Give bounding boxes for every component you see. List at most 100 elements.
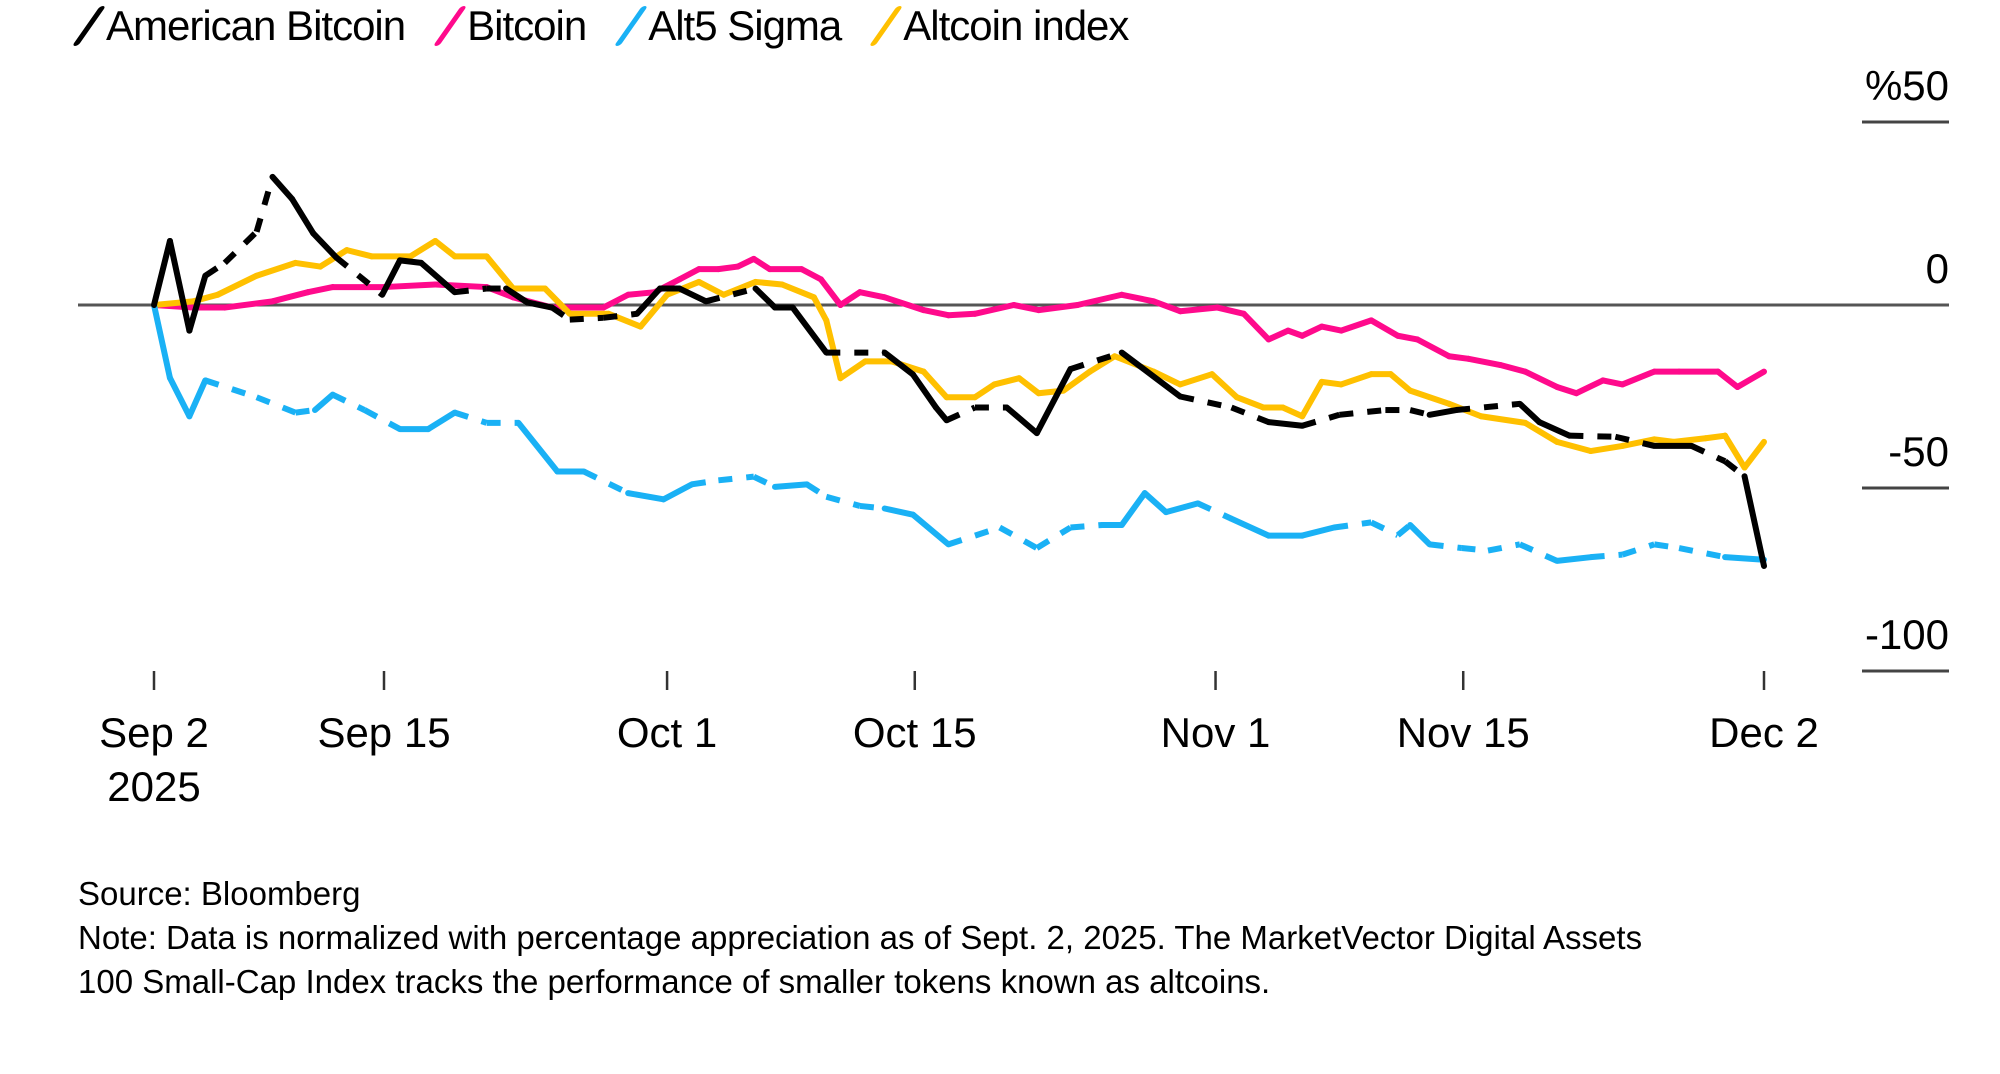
- legend-label: Bitcoin: [467, 2, 587, 49]
- line-segment: [1233, 394, 1267, 411]
- line-segment: [837, 289, 863, 308]
- line-segment: [1118, 291, 1157, 305]
- chart-footer: Source: Bloomberg Note: Data is normaliz…: [78, 872, 1642, 1004]
- x-tick-label: Oct 1: [617, 709, 717, 756]
- y-tick-label: -100: [1865, 611, 1949, 658]
- line-segment: [1209, 371, 1240, 401]
- y-tick-label: %50: [1865, 62, 1949, 109]
- line-segment: [798, 266, 824, 283]
- line-segment: [1265, 419, 1306, 429]
- line-segment: [818, 276, 844, 308]
- line-segment: [310, 230, 340, 261]
- line-segment: [334, 255, 385, 298]
- line-segment: [515, 419, 561, 475]
- line-segment: [715, 263, 741, 273]
- line-segment: [396, 257, 425, 266]
- legend-label: American Bitcoin: [106, 2, 406, 49]
- line-segment: [186, 272, 209, 334]
- line-segment: [779, 281, 817, 301]
- line-segment: [151, 302, 173, 381]
- line-segment: [837, 358, 869, 382]
- line-segment: [381, 281, 439, 291]
- line-segment: [186, 377, 209, 420]
- line-segment: [720, 278, 759, 298]
- x-tick-label: Sep 2: [99, 709, 209, 756]
- note-text-line-2: 100 Small-Cap Index tracks the performan…: [78, 963, 1271, 1000]
- line-segment: [1690, 443, 1727, 465]
- line-segment: [1734, 368, 1767, 390]
- line-segment: [1228, 515, 1272, 539]
- line-segment: [1333, 519, 1372, 531]
- line-segment: [789, 304, 830, 356]
- line-segment: [1715, 368, 1741, 390]
- line-segment: [676, 285, 709, 305]
- line-segment: [1670, 435, 1709, 445]
- line-segment: [634, 285, 663, 317]
- line-segment: [920, 368, 950, 401]
- line-segment: [1179, 393, 1233, 411]
- line-segment: [1619, 436, 1658, 449]
- legend-item-bitcoin: Bitcoin: [433, 2, 587, 50]
- line-segment: [331, 391, 366, 413]
- line-segment: [1477, 413, 1529, 426]
- line-segment: [859, 502, 886, 512]
- line-segment: [1035, 302, 1081, 314]
- line-segment: [881, 349, 916, 378]
- line-segment: [1465, 355, 1504, 369]
- line-segment: [454, 285, 487, 296]
- line-segment: [1339, 407, 1386, 418]
- line-segment: [1569, 432, 1616, 440]
- line-segment: [1394, 332, 1421, 343]
- line-segment: [1301, 411, 1341, 429]
- line-segment: [550, 305, 572, 323]
- line-segment: [221, 298, 276, 311]
- x-tick-label: Nov 15: [1397, 709, 1530, 756]
- line-segment: [752, 278, 786, 288]
- line-segment: [1177, 371, 1215, 388]
- line-segment: [363, 407, 402, 432]
- chart-legend: American Bitcoin Bitcoin Alt5 Sigma Altc…: [71, 0, 1162, 52]
- legend-label: Altcoin index: [903, 2, 1129, 49]
- line-segment: [1196, 500, 1233, 522]
- line-segment: [1455, 400, 1521, 414]
- line-segment: [542, 285, 573, 317]
- line-segment: [1741, 438, 1767, 471]
- line-segment: [204, 377, 258, 401]
- line-segment: [823, 317, 844, 382]
- line-segment: [1118, 490, 1148, 528]
- series-american-bitcoin: [151, 173, 1767, 569]
- line-segment: [1069, 349, 1123, 372]
- line-segment: [1522, 368, 1560, 390]
- line-segment: [1723, 458, 1747, 479]
- y-tick-label: -50: [1888, 428, 1949, 475]
- line-segment: [772, 481, 810, 490]
- x-tick-label: Nov 1: [1161, 709, 1271, 756]
- line-segment: [1600, 377, 1626, 388]
- line-segment: [695, 278, 727, 298]
- line-segment: [1497, 362, 1529, 375]
- line-segment: [1518, 541, 1559, 564]
- line-segment: [1035, 524, 1073, 551]
- line-segment: [1619, 368, 1658, 388]
- line-segment: [660, 481, 695, 503]
- line-segment: [1554, 438, 1594, 455]
- line-segment: [379, 257, 403, 298]
- gridlines: [78, 120, 1949, 673]
- line-segment: [1407, 387, 1453, 407]
- series-bitcoin: [151, 255, 1767, 397]
- line-segment: [151, 298, 196, 308]
- line-segment: [1536, 419, 1573, 439]
- line-segment: [203, 260, 227, 279]
- line-segment: [600, 291, 632, 311]
- line-segment: [253, 259, 299, 279]
- line-segment: [253, 176, 276, 233]
- line-segment: [705, 285, 757, 305]
- line-segment: [752, 285, 778, 311]
- line-segment: [1318, 323, 1345, 334]
- line-segment: [1318, 378, 1345, 388]
- line-segment: [1573, 377, 1606, 397]
- line-segment: [343, 247, 375, 260]
- line-segment: [945, 404, 977, 424]
- line-segment: [947, 524, 1001, 548]
- line-segment: [166, 374, 193, 420]
